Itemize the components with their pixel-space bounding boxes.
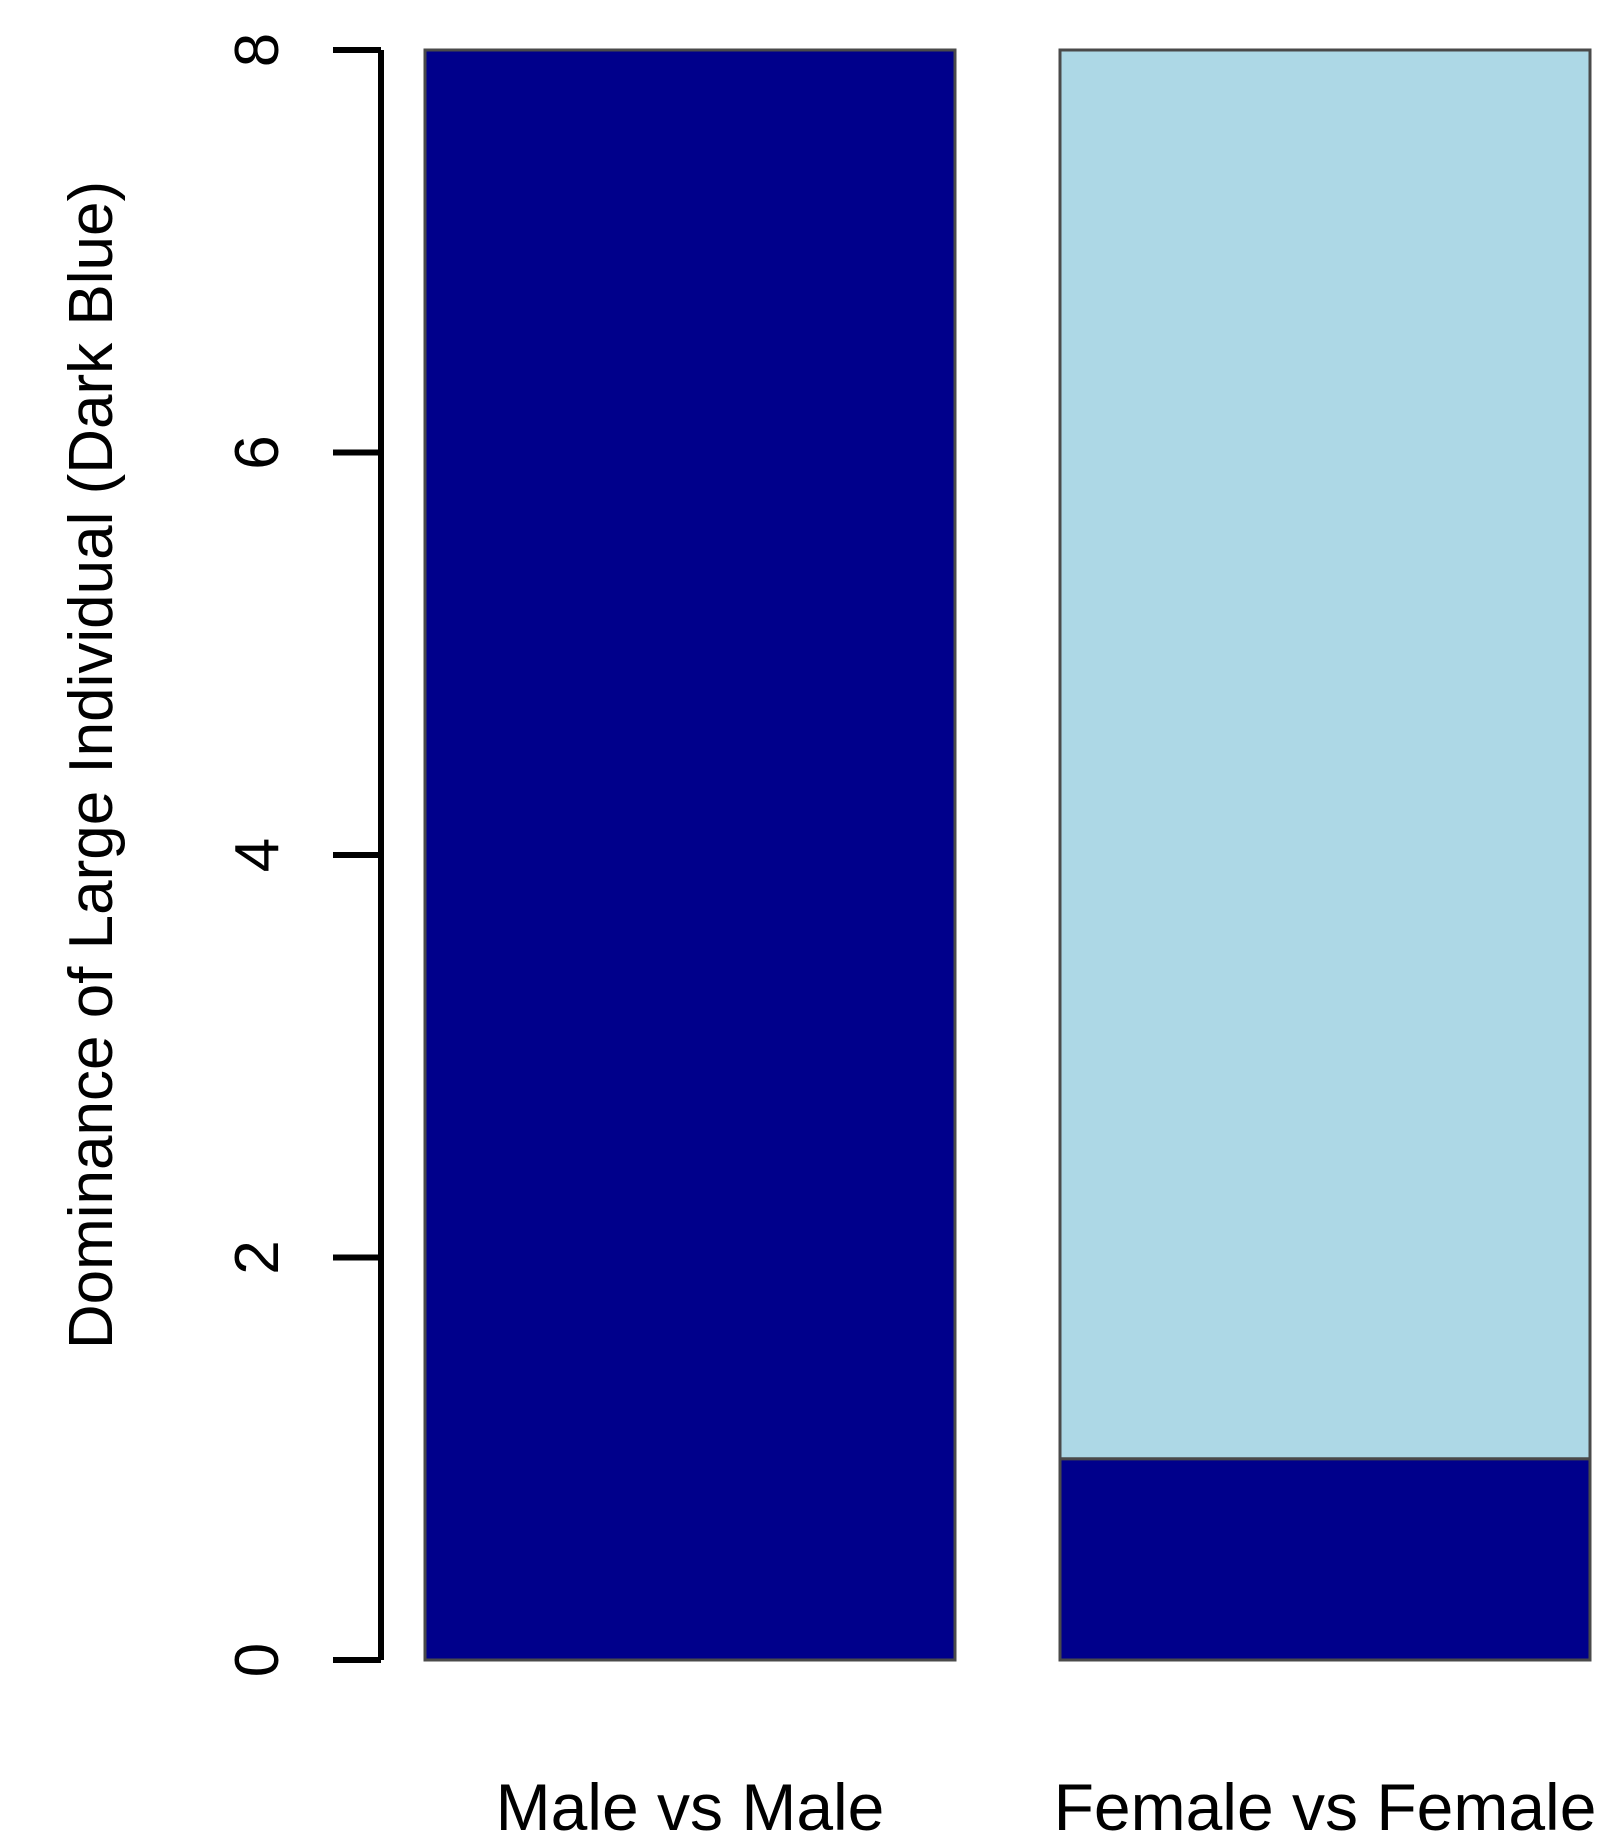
y-tick-label: 2	[223, 1240, 292, 1274]
category-labels-group: Male vs Male Female vs Female	[496, 1770, 1597, 1844]
bars-group	[423, 48, 1592, 1662]
y-axis-title: Dominance of Large Individual (Dark Blue…	[57, 181, 126, 1349]
y-tick-label: 6	[223, 435, 292, 469]
y-tick-label: 4	[223, 838, 292, 872]
y-tick-label: 8	[223, 33, 292, 67]
y-tick-label: 0	[223, 1643, 292, 1677]
bar-segment	[423, 48, 957, 1662]
category-label: Male vs Male	[496, 1770, 885, 1844]
category-label: Female vs Female	[1054, 1770, 1597, 1844]
bar-segment	[1058, 48, 1592, 1461]
y-ticks-group: 0 2 4 6 8	[223, 33, 381, 1677]
bar-segment	[1058, 1457, 1592, 1662]
